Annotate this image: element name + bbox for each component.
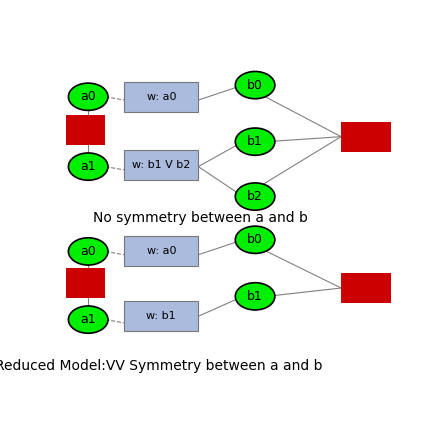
Text: Reduced Model:VV Symmetry between a and b: Reduced Model:VV Symmetry between a and … [0, 359, 322, 373]
Ellipse shape [235, 183, 275, 210]
Text: w: b1: w: b1 [147, 311, 176, 321]
Text: a1: a1 [80, 160, 96, 173]
Text: b0: b0 [247, 79, 263, 92]
Text: w: b1 V b2: w: b1 V b2 [132, 160, 190, 170]
Text: b1: b1 [247, 135, 263, 148]
Text: w: a0: w: a0 [147, 92, 176, 102]
Text: b0: b0 [247, 233, 263, 246]
Bar [341, 122, 391, 152]
Bar [124, 150, 198, 180]
Bar [341, 273, 391, 303]
Ellipse shape [235, 283, 275, 310]
Ellipse shape [68, 238, 108, 265]
Ellipse shape [235, 128, 275, 155]
Text: No symmetry between a and b: No symmetry between a and b [93, 211, 307, 225]
Text: b1: b1 [247, 290, 263, 303]
Ellipse shape [235, 71, 275, 99]
Text: a1: a1 [80, 313, 96, 326]
Bar [124, 236, 198, 267]
Text: a0: a0 [80, 245, 96, 258]
Bar [66, 268, 105, 298]
Text: a0: a0 [80, 90, 96, 103]
Ellipse shape [68, 83, 108, 111]
Bar [124, 82, 198, 112]
Text: w: a0: w: a0 [147, 246, 176, 257]
Bar [124, 302, 198, 331]
Ellipse shape [235, 226, 275, 254]
Ellipse shape [68, 306, 108, 333]
Ellipse shape [68, 153, 108, 180]
Text: b2: b2 [247, 190, 263, 203]
Bar [66, 115, 105, 145]
